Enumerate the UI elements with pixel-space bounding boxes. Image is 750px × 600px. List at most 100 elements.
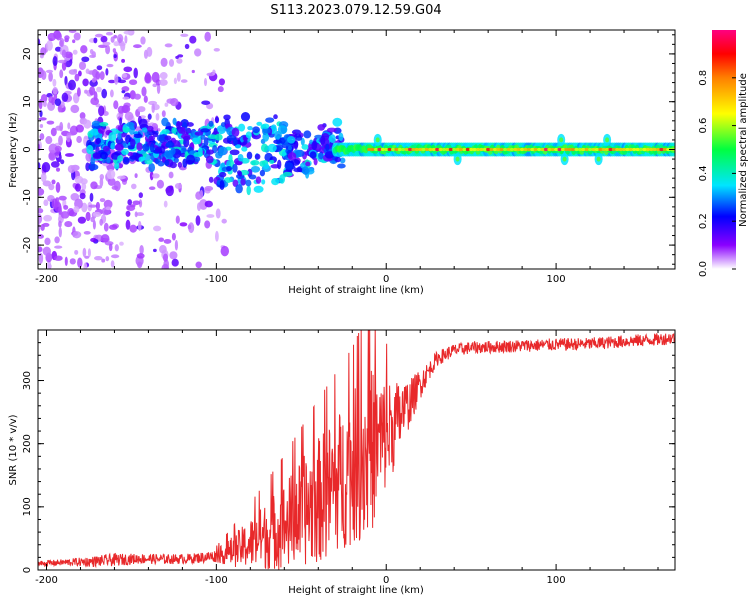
spectrogram-cell [117,132,122,140]
x-tick-label: -100 [205,575,228,586]
spectrogram-cell [153,225,162,232]
spectrogram-cell [82,78,89,87]
spectrogram-cell [499,147,504,152]
spectrogram-cell [54,98,62,107]
spectrogram-cell [411,147,416,152]
spectrogram-cell [44,237,51,246]
spectrogram-cell [113,54,117,59]
spectrogram-cell [152,132,159,138]
spectrogram-cell [48,143,58,154]
spectrogram-cell [130,155,137,160]
spectrogram-cell [180,33,189,37]
spectrogram-cell [279,174,286,184]
spectrogram-cell [608,147,613,152]
spectrogram-cell [152,173,160,179]
spectrogram-cell [223,114,231,121]
spectrogram-cell [38,188,45,196]
spectrogram-cell [261,179,266,185]
spectrogram-cell [404,147,409,152]
spectrogram-cell [114,143,124,151]
spectrogram-cell [149,142,155,153]
spectrogram-cell [605,137,610,143]
spectrogram-cell [161,110,166,118]
spectrogram-cell [42,246,52,256]
spectrogram-cell [374,147,378,152]
spectrogram-cell [203,78,208,87]
spectrogram-cell [134,211,138,218]
spectrogram-cell [254,153,261,160]
spectrogram-cell [584,147,589,152]
spectrogram-x-ticks: -200 -100 0 100 [35,30,659,285]
spectrogram-cell [240,112,251,122]
y-tick-label: -10 [22,189,33,205]
spectrogram-cell [38,162,41,170]
spectrogram-cell [108,224,118,230]
spectrogram-cell [543,147,548,152]
spectrogram-cell [138,199,143,208]
spectrogram-cell [77,216,87,224]
spectrogram-cell [117,79,127,84]
spectrogram-cell [116,34,124,44]
spectrogram-cell [180,126,186,135]
spectrogram-cell [294,133,302,138]
spectrogram-cell [219,180,225,191]
spectrogram-cell [489,147,494,152]
spectrogram-cell [117,155,124,162]
spectrogram-cell [121,73,128,78]
spectrogram-cell [472,147,477,152]
spectrogram-cell [45,136,53,145]
spectrogram-cell [496,147,501,152]
spectrogram-cell [58,227,62,238]
spectrogram-cell [265,117,275,123]
spectrogram-cell [635,147,640,152]
spectrogram-cell [282,171,293,177]
spectrogram-cell [97,127,105,134]
spectrogram-cell [168,58,175,67]
spectrogram-cell [141,86,147,97]
spectrogram-cell [64,256,68,266]
spectrogram-cell [147,113,152,120]
spectrogram-cell [88,163,99,171]
spectrogram-cell [78,70,82,77]
spectrogram-cell [119,241,124,246]
spectrogram-cell [40,224,45,231]
spectrogram-cell [455,147,460,152]
colorbar-tick-label: 0.6 [698,118,709,134]
spectrogram-cell [622,147,626,152]
spectrogram-cell [162,253,169,262]
spectrogram-cell [57,59,67,64]
spectrogram-cell [85,211,91,222]
spectrogram-cell [452,147,457,152]
colorbar-tick-label: 0.2 [698,213,709,229]
spectrogram-cell [50,127,57,137]
spectrogram-cell [253,185,264,193]
spectrogram-cell [99,121,109,127]
spectrogram-cell [68,69,78,75]
spectrogram-cell [163,200,168,208]
spectrogram-cell [431,147,436,152]
spectrogram-cell [108,79,116,84]
spectrogram-cell [176,58,183,64]
spectrogram-cell [110,142,116,150]
spectrogram-cell [476,147,480,152]
y-tick-label: 0 [22,146,33,152]
spectrogram-cell [275,144,284,151]
spectrogram-cell [625,147,630,152]
spectrogram-cell [124,111,134,121]
spectrogram-cell [80,178,88,185]
spectrogram-cell [408,147,412,152]
spectrogram-cell [91,120,101,127]
spectrogram-cell [175,55,179,59]
spectrogram-cell [86,144,94,155]
spectrogram-cell [252,126,260,134]
spectrogram-cell [557,147,562,152]
spectrogram-cell [577,147,582,152]
spectrogram-cell [89,48,94,55]
spectrogram-cell [628,147,633,152]
spectrogram-cell [138,118,148,128]
spectrogram-cell [94,255,103,261]
spectrogram-cell [85,162,90,172]
spectrogram-cell [38,38,41,46]
spectrogram-cell [69,258,76,265]
spectrogram-cell [175,215,180,224]
